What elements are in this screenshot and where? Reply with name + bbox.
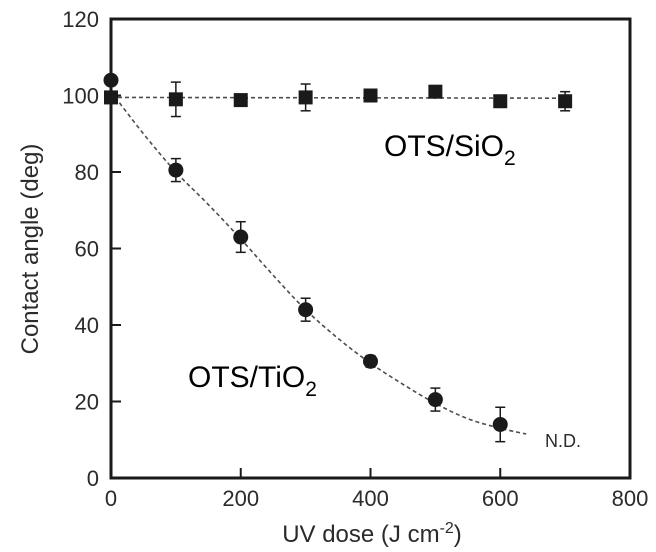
- x-tick-label: 600: [482, 486, 519, 511]
- y-tick-label: 100: [62, 84, 99, 109]
- y-tick-label: 0: [87, 466, 99, 491]
- x-tick-label: 800: [612, 486, 649, 511]
- data-point-square: [428, 84, 443, 99]
- data-point-square: [168, 92, 183, 107]
- data-point-square: [298, 90, 313, 105]
- x-tick-label: 200: [222, 486, 259, 511]
- data-point-square: [558, 94, 573, 109]
- data-point-circle: [233, 229, 249, 245]
- axis-ticks: 0 200 400 600 800 0 20 40 60 80 100 120: [62, 7, 648, 511]
- y-tick-label: 20: [75, 390, 99, 415]
- data-point-circle: [492, 416, 508, 432]
- x-tick-label: 400: [352, 486, 389, 511]
- y-tick-label: 40: [75, 313, 99, 338]
- data-point-square: [493, 94, 508, 109]
- fit-curve-series-0: [110, 96, 566, 99]
- y-tick-label: 120: [62, 7, 99, 32]
- plot-frame: [109, 17, 632, 480]
- series-label-ots-tio2: OTS/TiO2: [188, 361, 317, 401]
- data-point-square: [233, 93, 248, 108]
- data-point-square: [104, 90, 118, 105]
- data-markers: [103, 72, 573, 432]
- data-point-square: [363, 88, 378, 103]
- x-axis-label: UV dose (J cm-2): [282, 520, 462, 548]
- data-point-circle: [298, 302, 314, 318]
- y-tick-label: 60: [75, 237, 99, 262]
- data-point-circle: [363, 353, 378, 369]
- y-tick-label: 80: [75, 160, 99, 185]
- x-tick-label: 0: [105, 486, 117, 511]
- nd-annotation: N.D.: [545, 431, 581, 451]
- series-label-ots-sio2: OTS/SiO2: [384, 130, 516, 170]
- data-point-circle: [168, 162, 184, 178]
- data-point-circle: [103, 72, 119, 88]
- plot-frame-box: [109, 17, 632, 480]
- data-point-circle: [427, 392, 443, 408]
- y-axis-label: Contact angle (deg): [17, 144, 44, 355]
